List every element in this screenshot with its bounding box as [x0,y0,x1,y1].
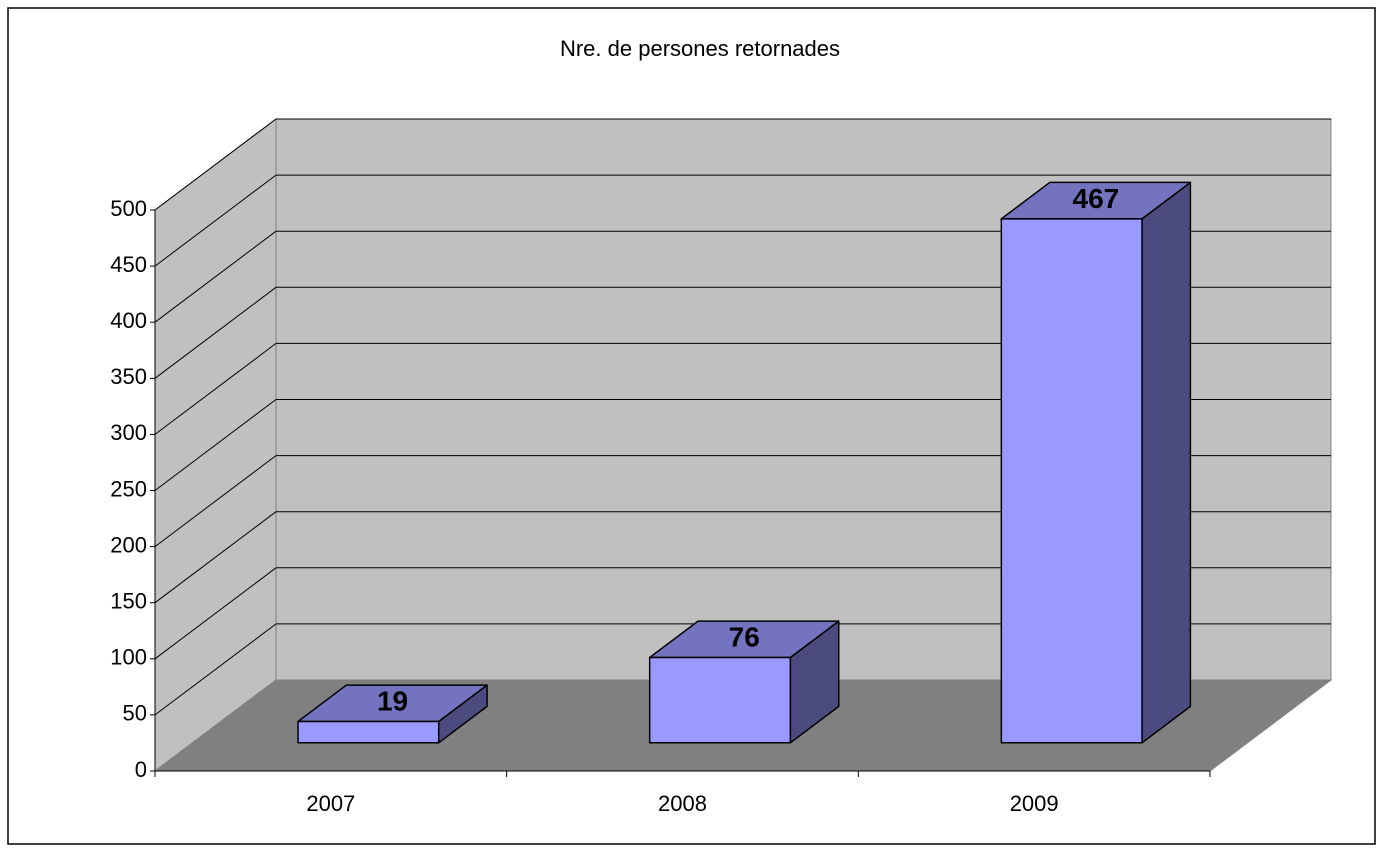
y-tick-label: 250 [110,476,147,501]
grid-line [154,511,277,604]
y-tick-label: 450 [110,252,147,277]
y-tick-label: 400 [110,308,147,333]
y-tick-label: 200 [110,532,147,557]
y-tick-label: 0 [135,757,147,782]
y-tick-label: 500 [110,196,147,221]
bar [1000,218,1143,744]
data-label: 19 [377,686,408,717]
y-tick-label: 150 [110,589,147,614]
grid-line [154,286,277,379]
y-tick-label: 50 [123,701,147,726]
x-tick-label: 2008 [658,791,707,816]
grid-line [154,455,277,547]
bar [648,656,792,744]
bar [297,720,440,744]
grid-line [154,118,277,211]
grid-line [154,230,277,323]
y-tick-label: 100 [110,645,147,670]
y-tick-label: 350 [110,364,147,389]
y-tick-label: 300 [110,420,147,445]
grid-line [154,623,277,716]
chart-title: Nre. de persones retornades [560,36,840,61]
grid-line [154,343,277,435]
grid-line [154,174,277,267]
data-label: 76 [729,622,760,653]
grid-line [154,567,277,660]
x-tick-label: 2007 [306,791,355,816]
grid-line [154,399,277,491]
x-tick-label: 2009 [1010,791,1059,816]
bar-side [1141,181,1192,744]
data-label: 467 [1073,183,1120,214]
